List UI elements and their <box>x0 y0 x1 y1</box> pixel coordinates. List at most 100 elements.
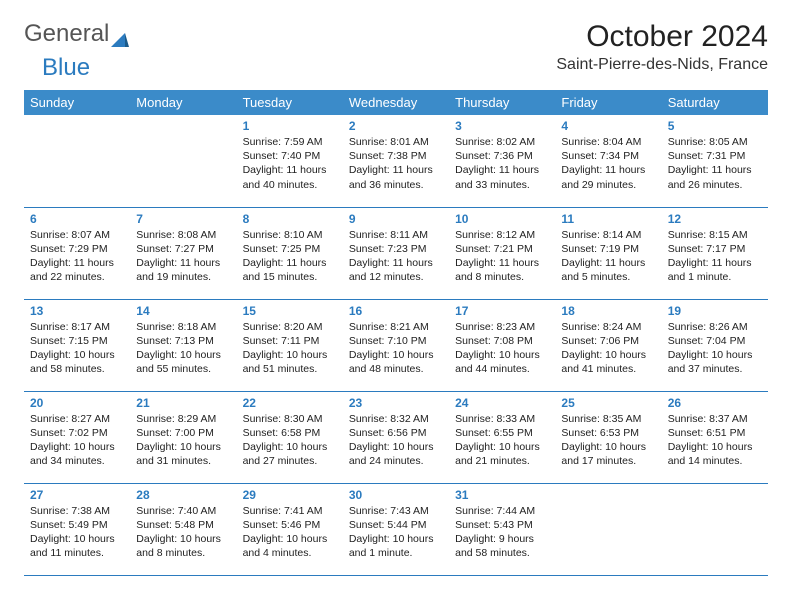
day-details: Sunrise: 7:41 AMSunset: 5:46 PMDaylight:… <box>243 504 337 561</box>
calendar-day-cell: 15 Sunrise: 8:20 AMSunset: 7:11 PMDayligh… <box>237 299 343 391</box>
day-number: 22 <box>243 396 337 410</box>
day-number: 1 <box>243 119 337 133</box>
day-number: 21 <box>136 396 230 410</box>
day-header: Tuesday <box>237 90 343 115</box>
location-text: Saint-Pierre-des-Nids, France <box>556 56 768 74</box>
day-details: Sunrise: 8:35 AMSunset: 6:53 PMDaylight:… <box>561 412 655 469</box>
calendar-empty-cell <box>662 483 768 575</box>
calendar-body: 1 Sunrise: 7:59 AMSunset: 7:40 PMDaylight… <box>24 115 768 575</box>
calendar-day-cell: 26Sunrise: 8:37 AMSunset: 6:51 PMDayligh… <box>662 391 768 483</box>
calendar-week-row: 20 Sunrise: 8:27 AMSunset: 7:02 PMDayligh… <box>24 391 768 483</box>
calendar-day-cell: 21 Sunrise: 8:29 AMSunset: 7:00 PMDayligh… <box>130 391 236 483</box>
day-number: 27 <box>30 488 124 502</box>
month-title: October 2024 <box>556 20 768 54</box>
day-details: Sunrise: 8:23 AMSunset: 7:08 PMDaylight:… <box>455 320 549 377</box>
logo-sail-icon <box>111 26 129 42</box>
day-details: Sunrise: 8:07 AMSunset: 7:29 PMDaylight:… <box>30 228 124 285</box>
day-number: 11 <box>561 212 655 226</box>
calendar-day-cell: 29 Sunrise: 7:41 AMSunset: 5:46 PMDayligh… <box>237 483 343 575</box>
day-details: Sunrise: 8:10 AMSunset: 7:25 PMDaylight:… <box>243 228 337 285</box>
day-number: 10 <box>455 212 549 226</box>
calendar-day-cell: 22 Sunrise: 8:30 AMSunset: 6:58 PMDayligh… <box>237 391 343 483</box>
calendar-empty-cell <box>24 115 130 207</box>
day-number: 14 <box>136 304 230 318</box>
calendar-day-cell: 18Sunrise: 8:24 AMSunset: 7:06 PMDayligh… <box>555 299 661 391</box>
day-details: Sunrise: 8:11 AMSunset: 7:23 PMDaylight:… <box>349 228 443 285</box>
logo: General <box>24 20 129 48</box>
calendar-day-cell: 20 Sunrise: 8:27 AMSunset: 7:02 PMDayligh… <box>24 391 130 483</box>
day-number: 15 <box>243 304 337 318</box>
calendar-day-cell: 9 Sunrise: 8:11 AMSunset: 7:23 PMDaylight… <box>343 207 449 299</box>
day-number: 25 <box>561 396 655 410</box>
calendar-day-cell: 11 Sunrise: 8:14 AMSunset: 7:19 PMDayligh… <box>555 207 661 299</box>
day-number: 8 <box>243 212 337 226</box>
day-number: 28 <box>136 488 230 502</box>
calendar-day-cell: 27 Sunrise: 7:38 AMSunset: 5:49 PMDayligh… <box>24 483 130 575</box>
day-details: Sunrise: 8:33 AMSunset: 6:55 PMDaylight:… <box>455 412 549 469</box>
day-details: Sunrise: 8:14 AMSunset: 7:19 PMDaylight:… <box>561 228 655 285</box>
calendar-day-cell: 1 Sunrise: 7:59 AMSunset: 7:40 PMDaylight… <box>237 115 343 207</box>
calendar-day-cell: 10 Sunrise: 8:12 AMSunset: 7:21 PMDayligh… <box>449 207 555 299</box>
calendar-day-cell: 17 Sunrise: 8:23 AMSunset: 7:08 PMDayligh… <box>449 299 555 391</box>
day-details: Sunrise: 8:30 AMSunset: 6:58 PMDaylight:… <box>243 412 337 469</box>
day-details: Sunrise: 7:38 AMSunset: 5:49 PMDaylight:… <box>30 504 124 561</box>
day-details: Sunrise: 7:59 AMSunset: 7:40 PMDaylight:… <box>243 135 337 192</box>
day-header: Sunday <box>24 90 130 115</box>
day-number: 29 <box>243 488 337 502</box>
calendar-day-cell: 25 Sunrise: 8:35 AMSunset: 6:53 PMDayligh… <box>555 391 661 483</box>
day-details: Sunrise: 8:27 AMSunset: 7:02 PMDaylight:… <box>30 412 124 469</box>
calendar-day-cell: 24 Sunrise: 8:33 AMSunset: 6:55 PMDayligh… <box>449 391 555 483</box>
calendar-header-row: SundayMondayTuesdayWednesdayThursdayFrid… <box>24 90 768 115</box>
day-details: Sunrise: 8:02 AMSunset: 7:36 PMDaylight:… <box>455 135 549 192</box>
day-details: Sunrise: 7:44 AMSunset: 5:43 PMDaylight:… <box>455 504 549 561</box>
day-number: 17 <box>455 304 549 318</box>
calendar-day-cell: 8 Sunrise: 8:10 AMSunset: 7:25 PMDaylight… <box>237 207 343 299</box>
day-details: Sunrise: 8:04 AMSunset: 7:34 PMDaylight:… <box>561 135 655 192</box>
calendar-day-cell: 4 Sunrise: 8:04 AMSunset: 7:34 PMDaylight… <box>555 115 661 207</box>
logo-text-2: Blue <box>42 54 90 82</box>
day-number: 5 <box>668 119 762 133</box>
day-header: Friday <box>555 90 661 115</box>
calendar-empty-cell <box>130 115 236 207</box>
calendar-day-cell: 12 Sunrise: 8:15 AMSunset: 7:17 PMDayligh… <box>662 207 768 299</box>
day-number: 6 <box>30 212 124 226</box>
day-number: 9 <box>349 212 443 226</box>
day-number: 20 <box>30 396 124 410</box>
calendar-day-cell: 2Sunrise: 8:01 AMSunset: 7:38 PMDaylight… <box>343 115 449 207</box>
day-details: Sunrise: 8:20 AMSunset: 7:11 PMDaylight:… <box>243 320 337 377</box>
day-number: 16 <box>349 304 443 318</box>
day-number: 24 <box>455 396 549 410</box>
day-details: Sunrise: 8:15 AMSunset: 7:17 PMDaylight:… <box>668 228 762 285</box>
day-details: Sunrise: 8:12 AMSunset: 7:21 PMDaylight:… <box>455 228 549 285</box>
calendar-day-cell: 19Sunrise: 8:26 AMSunset: 7:04 PMDayligh… <box>662 299 768 391</box>
calendar-day-cell: 23Sunrise: 8:32 AMSunset: 6:56 PMDayligh… <box>343 391 449 483</box>
calendar-week-row: 13 Sunrise: 8:17 AMSunset: 7:15 PMDayligh… <box>24 299 768 391</box>
calendar-day-cell: 28 Sunrise: 7:40 AMSunset: 5:48 PMDayligh… <box>130 483 236 575</box>
day-number: 23 <box>349 396 443 410</box>
day-header: Monday <box>130 90 236 115</box>
day-number: 18 <box>561 304 655 318</box>
calendar-day-cell: 16Sunrise: 8:21 AMSunset: 7:10 PMDayligh… <box>343 299 449 391</box>
day-number: 12 <box>668 212 762 226</box>
day-number: 19 <box>668 304 762 318</box>
day-details: Sunrise: 7:40 AMSunset: 5:48 PMDaylight:… <box>136 504 230 561</box>
calendar-day-cell: 5Sunrise: 8:05 AMSunset: 7:31 PMDaylight… <box>662 115 768 207</box>
day-details: Sunrise: 8:17 AMSunset: 7:15 PMDaylight:… <box>30 320 124 377</box>
calendar-day-cell: 14 Sunrise: 8:18 AMSunset: 7:13 PMDayligh… <box>130 299 236 391</box>
calendar-day-cell: 31Sunrise: 7:44 AMSunset: 5:43 PMDayligh… <box>449 483 555 575</box>
day-number: 4 <box>561 119 655 133</box>
calendar-week-row: 6 Sunrise: 8:07 AMSunset: 7:29 PMDaylight… <box>24 207 768 299</box>
day-details: Sunrise: 8:18 AMSunset: 7:13 PMDaylight:… <box>136 320 230 377</box>
day-details: Sunrise: 8:29 AMSunset: 7:00 PMDaylight:… <box>136 412 230 469</box>
calendar-week-row: 1 Sunrise: 7:59 AMSunset: 7:40 PMDaylight… <box>24 115 768 207</box>
calendar-day-cell: 13 Sunrise: 8:17 AMSunset: 7:15 PMDayligh… <box>24 299 130 391</box>
day-number: 13 <box>30 304 124 318</box>
day-details: Sunrise: 8:01 AMSunset: 7:38 PMDaylight:… <box>349 135 443 192</box>
day-details: Sunrise: 7:43 AMSunset: 5:44 PMDaylight:… <box>349 504 443 561</box>
day-number: 7 <box>136 212 230 226</box>
day-header: Saturday <box>662 90 768 115</box>
calendar-day-cell: 6 Sunrise: 8:07 AMSunset: 7:29 PMDaylight… <box>24 207 130 299</box>
day-number: 3 <box>455 119 549 133</box>
day-details: Sunrise: 8:37 AMSunset: 6:51 PMDaylight:… <box>668 412 762 469</box>
title-block: October 2024 Saint-Pierre-des-Nids, Fran… <box>556 20 768 74</box>
